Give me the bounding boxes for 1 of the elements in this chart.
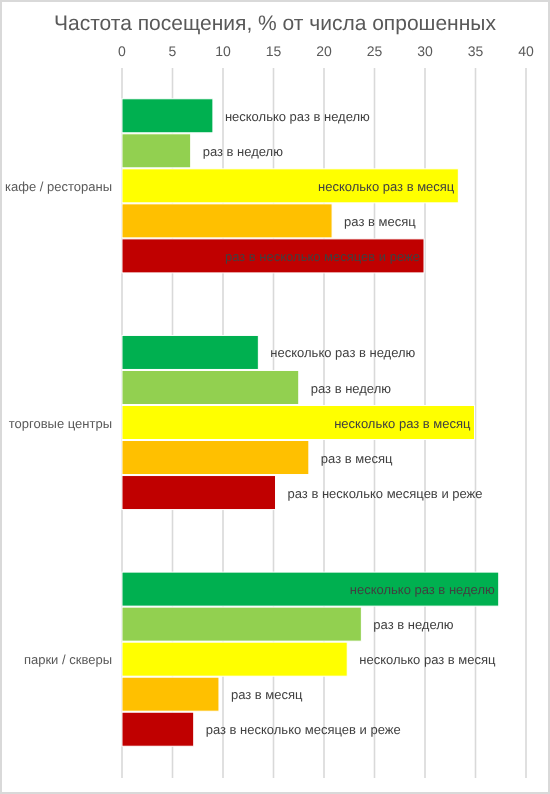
chart-title: Частота посещения, % от числа опрошенных: [54, 12, 498, 36]
